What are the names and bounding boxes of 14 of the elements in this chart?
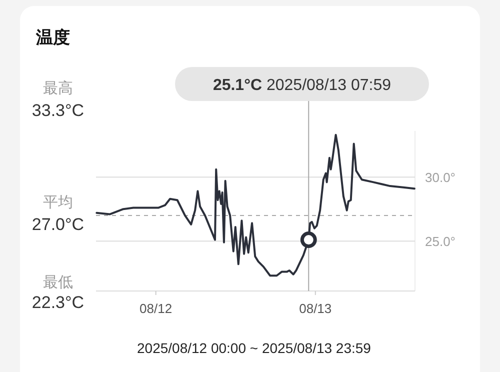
chart-title: 温度 bbox=[35, 28, 70, 47]
text: 最高 bbox=[43, 80, 73, 97]
y-tick-label: 25.0° bbox=[425, 234, 456, 250]
text: 33.3°C bbox=[32, 101, 84, 120]
x-tick-label: 08/13 bbox=[299, 301, 332, 316]
text: 平均 bbox=[43, 194, 73, 211]
text: 22.3°C bbox=[32, 293, 84, 312]
y-tick-label: 30.0° bbox=[425, 170, 456, 186]
line-series bbox=[96, 134, 416, 277]
text: 2025/08/12 00:00 ~ 2025/08/13 23:59 bbox=[137, 340, 372, 356]
text: 27.0°C bbox=[32, 215, 84, 234]
text: 最低 bbox=[43, 274, 73, 291]
x-tick-label: 08/12 bbox=[140, 301, 172, 316]
text: 25.1°C 2025/08/13 07:59 bbox=[212, 77, 392, 94]
